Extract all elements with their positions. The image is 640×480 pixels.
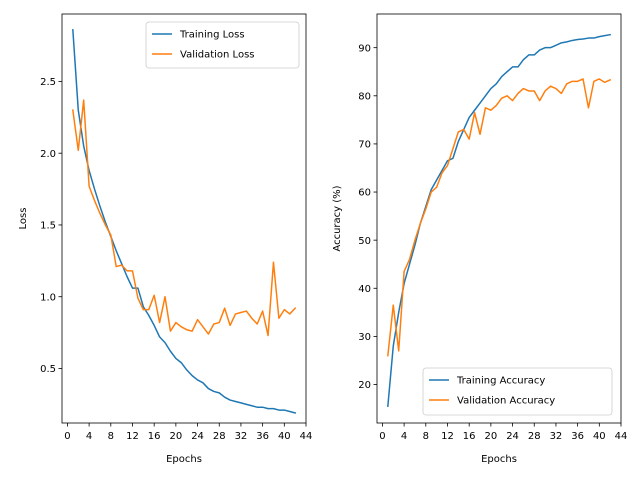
x-tick-label: 4 [86,431,92,442]
axes-frame [61,13,307,424]
y-axis-label: Accuracy (%) [332,185,343,251]
y-tick-label: 2.5 [40,77,56,88]
y-tick-label: 70 [358,140,371,151]
y-tick-label: 1.5 [40,221,56,232]
x-tick-label: 20 [484,431,497,442]
x-tick-label: 28 [528,431,541,442]
legend-label-1: Validation Accuracy [457,396,555,407]
y-tick-label: 60 [358,188,371,199]
x-tick-label: 8 [108,431,114,442]
series-line-1 [387,78,612,357]
x-tick-label: 16 [463,431,476,442]
y-tick-label: 50 [358,236,371,247]
y-tick-label: 0.5 [40,364,56,375]
x-tick-label: 24 [506,431,519,442]
x-axis-label: Epochs [166,454,202,465]
x-tick-label: 8 [423,431,429,442]
legend-box [422,367,613,416]
y-tick-label: 20 [358,380,371,391]
legend-label-0: Training Loss [179,30,245,41]
x-tick-label: 44 [300,431,313,442]
x-tick-label: 12 [126,431,139,442]
x-tick-label: 32 [235,431,248,442]
x-tick-label: 20 [169,431,182,442]
series-line-1 [71,99,297,337]
y-tick-label: 80 [358,91,371,102]
x-tick-label: 32 [550,431,563,442]
y-tick-label: 1.0 [40,292,56,303]
legend: Training Loss Validation Loss [145,21,300,69]
x-tick-label: 24 [191,431,204,442]
x-axis-label: Epochs [481,454,517,465]
accuracy-chart: 0 4 8 12 16 20 24 28 32 36 40 44 20 30 40 50 60 70 80 90 Epo… [332,13,628,465]
legend-box [145,21,300,69]
x-tick-label: 28 [213,431,226,442]
x-tick-label: 40 [278,431,291,442]
x-tick-label: 36 [571,431,584,442]
x-tick-label: 44 [615,431,628,442]
legend-label-1: Validation Loss [180,50,255,61]
x-tick-label: 12 [441,431,454,442]
x-tick-label: 0 [379,431,385,442]
legend: Training Accuracy Validation Accuracy [422,367,613,416]
x-tick-label: 4 [401,431,407,442]
loss-chart: 0 4 8 12 16 20 24 28 32 36 40 44 0.5 1.0 1.5 2.0 2.5 Epoc… [18,13,313,465]
y-tick-label: 2.0 [40,149,56,160]
axes-frame [376,13,622,424]
x-tick-label: 16 [148,431,161,442]
legend-label-0: Training Accuracy [456,376,545,387]
x-tick-label: 40 [593,431,606,442]
y-axis-label: Loss [18,208,29,230]
y-tick-label: 40 [358,284,371,295]
x-tick-label: 36 [256,431,269,442]
y-tick-label: 90 [358,43,371,54]
series-line-0 [72,28,297,414]
x-tick-label: 0 [64,431,70,442]
y-tick-label: 30 [358,332,371,343]
